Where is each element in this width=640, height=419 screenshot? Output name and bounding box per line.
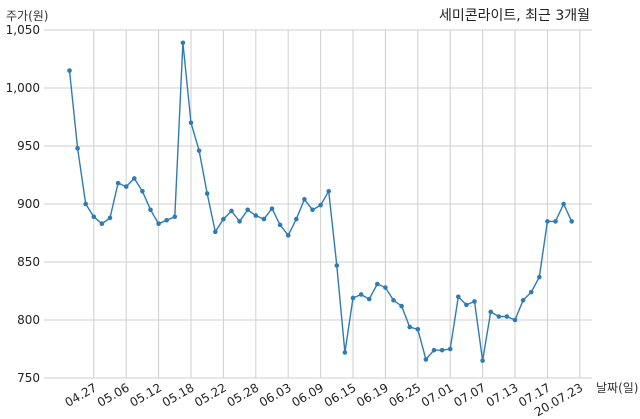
y-axis-tick-labels: 750 800 850 900 950 1,000 1,050 <box>6 23 40 385</box>
y-tick-label: 1,050 <box>6 23 40 37</box>
data-point <box>67 68 72 73</box>
data-point <box>391 297 396 303</box>
data-point <box>91 214 97 220</box>
data-point <box>277 222 283 228</box>
x-tick-label: 07.07 <box>451 380 488 409</box>
data-point <box>237 219 242 224</box>
data-point <box>553 219 558 224</box>
data-point <box>415 326 421 332</box>
data-point <box>310 207 315 213</box>
data-point <box>269 206 275 211</box>
data-point <box>318 202 323 208</box>
data-point <box>537 274 542 280</box>
data-point <box>447 346 453 352</box>
data-point <box>83 201 88 207</box>
x-tick-label: 05.28 <box>225 380 262 409</box>
data-point <box>140 188 145 194</box>
data-point <box>221 216 226 222</box>
x-tick-label: 07.01 <box>419 380 456 409</box>
data-point <box>326 188 332 194</box>
data-point <box>480 358 485 363</box>
data-point <box>366 296 372 302</box>
data-point <box>115 180 121 186</box>
data-point <box>107 215 113 221</box>
data-point <box>132 176 137 181</box>
data-point <box>196 148 202 153</box>
y-tick-label: 750 <box>17 371 40 385</box>
data-point <box>512 317 518 323</box>
y-tick-label: 900 <box>17 197 40 211</box>
data-point <box>245 207 250 213</box>
data-point <box>488 309 494 315</box>
x-tick-label: 05.18 <box>160 380 197 409</box>
data-point <box>229 208 234 214</box>
x-tick-label: 06.09 <box>289 380 326 409</box>
y-axis-title: 주가(원) <box>6 9 48 23</box>
data-point <box>407 324 413 330</box>
data-point <box>172 214 178 220</box>
data-point <box>375 281 380 287</box>
x-tick-label: 05.22 <box>192 380 229 409</box>
data-point <box>383 285 388 290</box>
data-point <box>180 40 186 46</box>
data-point <box>75 146 80 151</box>
data-point <box>528 289 534 295</box>
data-point <box>472 299 477 304</box>
data-point <box>496 314 502 319</box>
data-point <box>99 221 105 227</box>
y-tick-label: 850 <box>17 255 40 269</box>
x-tick-label: 06.03 <box>257 380 294 409</box>
data-point <box>520 297 526 303</box>
vertical-gridlines <box>93 30 581 378</box>
data-point <box>164 217 169 223</box>
x-tick-label: 07.13 <box>484 380 521 409</box>
data-point <box>456 294 461 300</box>
x-tick-label: 06.15 <box>322 380 359 409</box>
x-tick-label: 05.12 <box>127 380 164 409</box>
data-point <box>294 216 299 222</box>
data-point <box>439 347 445 353</box>
x-tick-label: 06.25 <box>387 380 424 409</box>
x-tick-label: 06.19 <box>354 380 391 409</box>
data-point <box>204 191 210 196</box>
x-axis-tick-labels: 04.2705.0605.1205.1805.2205.2806.0306.09… <box>63 380 586 419</box>
data-point <box>123 184 129 189</box>
data-point <box>261 216 267 222</box>
price-series-points <box>67 40 574 363</box>
data-point <box>156 221 161 227</box>
data-point <box>334 263 340 268</box>
data-point <box>358 292 364 297</box>
y-tick-label: 1,000 <box>6 81 40 95</box>
horizontal-gridlines <box>44 29 592 379</box>
x-axis-title: 날짜(일) <box>596 381 638 395</box>
data-point <box>253 213 259 218</box>
data-point <box>504 314 510 319</box>
data-point <box>545 219 550 224</box>
data-point <box>342 350 348 355</box>
data-point <box>399 303 404 309</box>
data-point <box>464 302 469 308</box>
data-point <box>148 207 153 213</box>
data-point <box>569 219 574 224</box>
chart-title: 세미콘라이트, 최근 3개월 <box>439 8 590 24</box>
data-point <box>188 120 194 126</box>
y-tick-label: 800 <box>17 313 40 327</box>
data-point <box>561 201 566 207</box>
data-point <box>350 295 356 301</box>
x-tick-label: 05.06 <box>95 380 132 409</box>
data-point <box>431 347 437 353</box>
data-point <box>302 197 307 202</box>
data-point <box>213 229 218 235</box>
x-tick-label: 04.27 <box>63 380 100 409</box>
data-point <box>285 233 291 238</box>
data-point <box>423 357 429 362</box>
y-tick-label: 950 <box>17 139 40 153</box>
